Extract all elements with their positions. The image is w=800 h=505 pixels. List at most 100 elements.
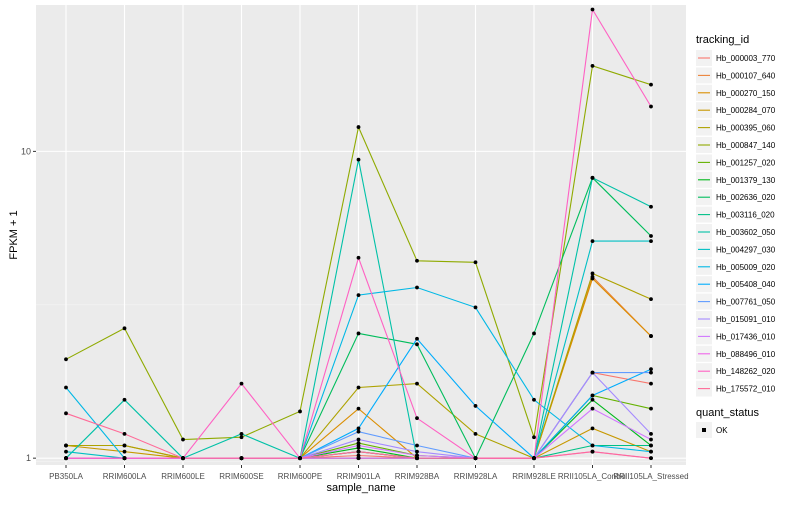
legend-label: Hb_000847_140 [716,141,776,150]
legend-title: tracking_id [696,34,749,46]
data-point [590,370,595,375]
data-point [590,426,595,431]
data-point [356,437,361,442]
data-point [122,431,127,436]
data-point [415,453,419,458]
data-point [473,431,478,436]
legend-label: Hb_175572_010 [716,385,776,394]
x-tick-label: PB350LA [49,472,83,481]
data-point [181,437,185,442]
data-point [239,381,244,386]
legend2-label: OK [716,426,728,435]
data-point [590,397,595,402]
data-point [122,456,127,461]
legend-label: Hb_000003_770 [716,54,776,63]
data-point [649,437,653,442]
data-point [590,175,595,180]
x-tick-label: RRII105LA_Control [558,472,628,481]
x-tick-label: RRII105LA_Stressed [613,472,688,481]
legend-label: Hb_005009_020 [716,263,776,272]
data-point [356,255,361,260]
data-point [532,435,536,440]
data-point [64,357,68,362]
data-point [649,381,653,386]
legend-label: Hb_015091_010 [716,315,776,324]
data-point [590,271,595,276]
data-point [239,456,244,461]
data-point [532,456,536,461]
data-point [590,7,595,12]
data-point [356,453,361,458]
data-point [239,435,244,440]
data-point [64,449,68,454]
data-point [356,406,361,411]
data-point [356,157,361,162]
data-point [473,456,478,461]
legend2-title: quant_status [696,407,759,419]
data-point [649,334,653,338]
data-point [356,443,361,448]
legend-label: Hb_004297_030 [716,245,776,254]
data-point [590,276,595,281]
data-point [415,258,419,263]
data-point [64,456,68,461]
data-point [649,449,653,454]
data-point [649,367,653,372]
data-point [239,431,244,436]
data-point [415,285,419,290]
data-point [590,443,595,448]
data-point [356,293,361,298]
data-point [473,305,478,310]
data-point [649,297,653,301]
data-point [415,456,419,461]
data-point [64,385,68,390]
x-axis-title: sample_name [326,482,395,494]
data-point [532,331,536,336]
x-tick-label: RRIM901LA [337,472,381,481]
data-point [649,406,653,411]
data-point [356,426,361,431]
data-point [356,449,361,454]
data-point [64,443,68,448]
x-tick-label: RRIM600LE [161,472,205,481]
data-point [122,443,127,448]
data-point [415,449,419,454]
plot-panel [36,5,686,465]
legend2-point-swatch [702,428,706,432]
data-point [356,331,361,336]
data-point [590,406,595,411]
x-tick-label: RRIM600SE [219,472,263,481]
data-point [532,397,536,402]
data-point [649,370,653,375]
data-point [590,63,595,68]
data-point [473,260,478,265]
y-axis-title: FPKM + 1 [8,210,20,259]
legend-label: Hb_002636_020 [716,193,776,202]
x-tick-label: RRIM600LA [103,472,147,481]
legend-label: Hb_003602_050 [716,228,776,237]
data-point [649,443,653,448]
data-point [649,204,653,209]
data-point [64,411,68,416]
data-point [356,429,361,434]
data-point [649,431,653,436]
legend-label: Hb_003116_020 [716,211,775,220]
grid-layer [36,5,686,465]
legend-label: Hb_000284_070 [716,106,776,115]
data-point [298,456,302,461]
data-point [356,125,361,129]
data-point [649,82,653,87]
legend-label: Hb_000107_640 [716,71,776,80]
legend-label: Hb_001379_130 [716,176,776,185]
y-tick-label: 1 [26,453,31,463]
legend-label: Hb_088496_010 [716,350,776,359]
data-point [122,326,127,331]
data-point [649,456,653,461]
data-point [649,239,653,243]
data-point [415,342,419,347]
x-tick-label: RRIM928BA [395,472,440,481]
x-tick-label: RRIM928LA [454,472,498,481]
data-point [298,409,302,414]
data-point [590,239,595,243]
